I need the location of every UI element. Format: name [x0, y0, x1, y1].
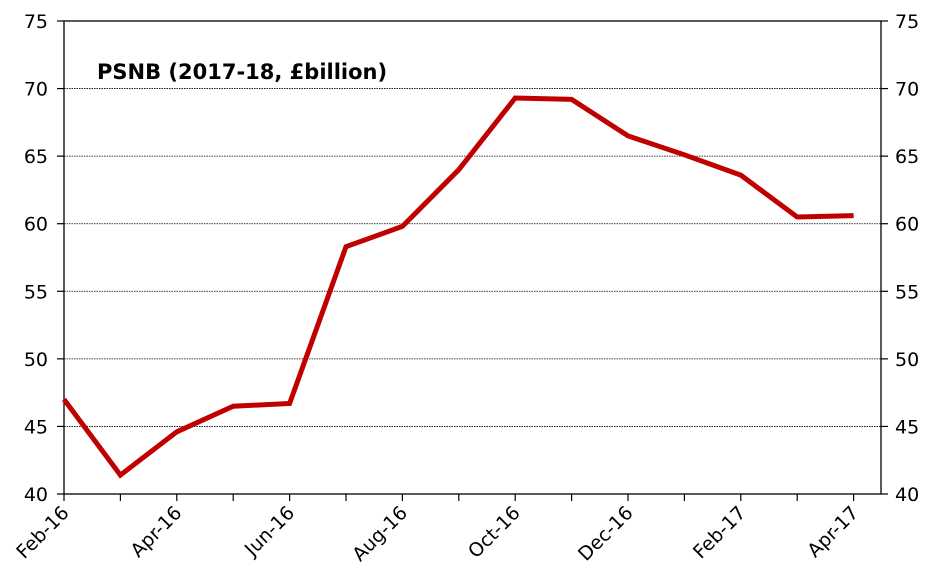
y-tick-label-right: 40	[895, 484, 919, 506]
series-layer	[61, 95, 854, 479]
y-tick-label-right: 60	[895, 214, 919, 236]
y-tick-label-left: 50	[24, 349, 48, 371]
y-tick-label-left: 40	[24, 484, 48, 506]
psnb-series-line	[61, 95, 854, 479]
y-axis-left: 40 45 50 55 60 65 70 75	[24, 11, 64, 506]
x-tick-label: Apr-17	[803, 502, 863, 562]
x-tick-label: Apr-16	[126, 502, 186, 562]
y-tick-label-right: 65	[895, 146, 919, 168]
y-tick-label-left: 60	[24, 214, 48, 236]
x-axis: Feb-16 Apr-16 Jun-16 Aug-16 Oct-16 Dec-16 Feb-…	[12, 494, 863, 566]
y-tick-label-left: 65	[24, 146, 48, 168]
x-tick-label: Jun-16	[240, 502, 299, 561]
y-tick-label-left: 45	[24, 416, 48, 438]
y-axis-right: 40 45 50 55 60 65 70 75	[881, 11, 919, 506]
y-tick-label-left: 70	[24, 79, 48, 101]
y-tick-label-right: 50	[895, 349, 919, 371]
gridlines	[64, 88, 881, 427]
y-tick-label-right: 55	[895, 281, 919, 303]
chart-title: PSNB (2017-18, £billion)	[97, 60, 387, 84]
y-tick-label-left: 55	[24, 281, 48, 303]
x-tick-label: Oct-16	[464, 502, 525, 563]
plot-area-frame	[63, 20, 882, 495]
x-tick-label: Aug-16	[348, 502, 412, 566]
y-tick-label-right: 75	[895, 11, 919, 33]
x-tick-label: Feb-16	[12, 502, 73, 563]
x-tick-label: Dec-16	[574, 502, 638, 566]
y-tick-label-right: 45	[895, 416, 919, 438]
y-tick-label-left: 75	[24, 11, 48, 33]
x-tick-label: Feb-17	[689, 502, 750, 563]
y-tick-label-right: 70	[895, 79, 919, 101]
